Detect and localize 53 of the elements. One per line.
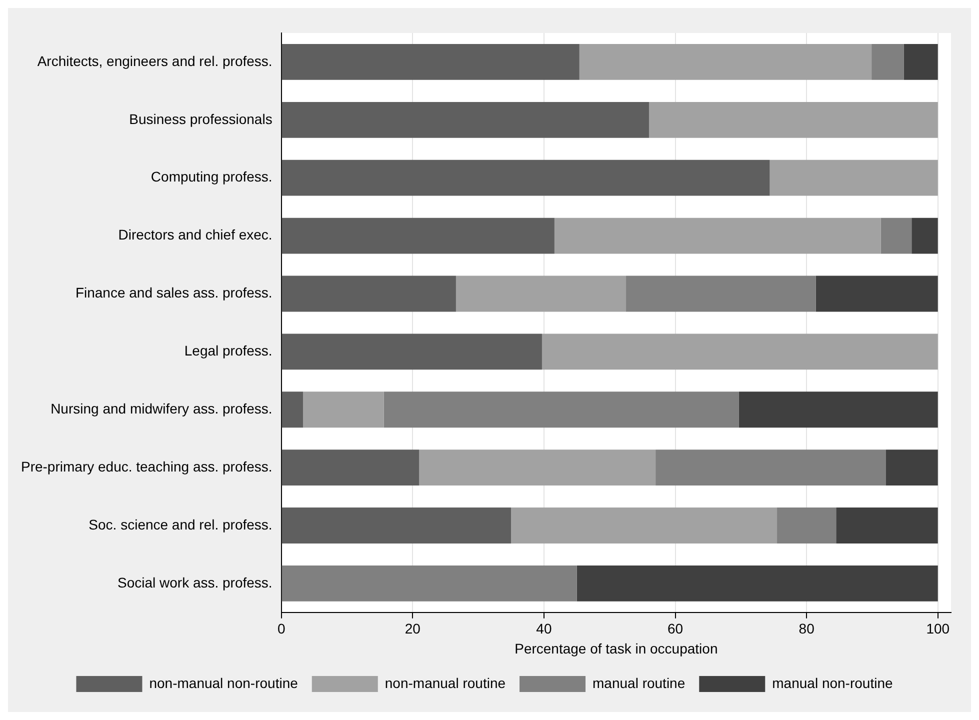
bar — [282, 218, 554, 254]
x-tick-label: 40 — [536, 620, 552, 637]
y-tick-label: Architects, engineers and rel. profess. — [37, 52, 272, 69]
legend-label: manual non-routine — [772, 674, 893, 691]
bar — [880, 218, 912, 254]
x-tick-label: 20 — [404, 620, 421, 637]
bar — [816, 276, 938, 312]
bar — [282, 160, 770, 196]
bar — [282, 276, 456, 312]
bar — [282, 44, 580, 80]
bar — [777, 508, 836, 544]
x-tick-label: 60 — [667, 620, 684, 637]
bar — [912, 218, 938, 254]
y-tick-label: Business professionals — [129, 110, 272, 127]
y-tick-label: Pre-primary educ. teaching ass. profess. — [20, 458, 272, 474]
bar — [511, 508, 778, 544]
bar — [872, 44, 904, 80]
x-axis-title: Percentage of task in occupation — [514, 640, 718, 656]
bar — [579, 44, 872, 80]
legend-label: non-manual non-routine — [149, 674, 298, 691]
bar — [302, 392, 384, 428]
bar — [626, 276, 816, 312]
bar — [282, 508, 512, 544]
legend-label: non-manual routine — [384, 674, 506, 691]
bar — [542, 334, 938, 370]
x-tick-label: 0 — [277, 620, 286, 637]
bar — [419, 450, 656, 486]
bar — [554, 218, 881, 254]
y-tick-label: Legal profess. — [184, 342, 272, 359]
bar — [576, 565, 938, 602]
bar — [282, 392, 303, 428]
y-tick-label: Finance and sales ass. profess. — [75, 284, 272, 301]
bar — [886, 450, 938, 486]
bar — [904, 44, 938, 80]
y-tick-label: Nursing and midwifery ass. profess. — [50, 400, 272, 416]
x-tick-label: 100 — [926, 620, 950, 637]
bar — [656, 450, 886, 486]
x-tick-label: 80 — [798, 620, 815, 637]
bar — [282, 334, 542, 370]
bar — [384, 392, 739, 428]
bar — [738, 392, 938, 428]
y-tick-label: Social work ass. profess. — [117, 574, 272, 590]
bar — [282, 565, 577, 602]
legend-label: manual routine — [592, 674, 686, 691]
y-tick-label: Computing profess. — [150, 168, 272, 185]
y-tick-label: Directors and chief exec. — [118, 226, 272, 243]
bar — [836, 508, 938, 544]
bar — [456, 276, 626, 312]
bar — [282, 102, 649, 138]
y-tick-label: Soc. science and rel. profess. — [88, 516, 272, 532]
bar — [282, 450, 420, 486]
bar — [648, 102, 938, 138]
bar — [770, 160, 938, 196]
